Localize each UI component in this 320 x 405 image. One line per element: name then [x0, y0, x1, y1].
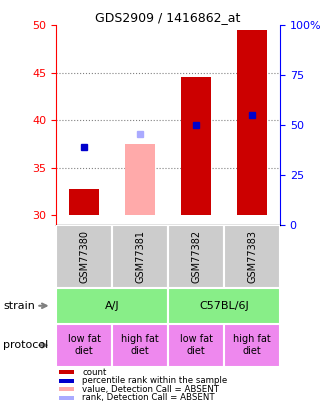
- Bar: [112, 324, 168, 367]
- Text: strain: strain: [3, 301, 35, 311]
- Bar: [59, 387, 74, 391]
- Text: low fat
diet: low fat diet: [68, 335, 100, 356]
- Bar: [59, 379, 74, 383]
- Bar: [236, 30, 268, 215]
- Text: count: count: [82, 368, 107, 377]
- Text: rank, Detection Call = ABSENT: rank, Detection Call = ABSENT: [82, 393, 215, 402]
- Text: GSM77382: GSM77382: [191, 230, 201, 283]
- Text: low fat
diet: low fat diet: [180, 335, 212, 356]
- Text: high fat
diet: high fat diet: [233, 335, 271, 356]
- Text: GSM77383: GSM77383: [247, 230, 257, 283]
- Bar: [56, 225, 112, 288]
- Bar: [59, 370, 74, 374]
- Title: GDS2909 / 1416862_at: GDS2909 / 1416862_at: [95, 11, 241, 24]
- Bar: [224, 324, 280, 367]
- Bar: [56, 288, 168, 324]
- Bar: [168, 225, 224, 288]
- Text: percentile rank within the sample: percentile rank within the sample: [82, 376, 228, 385]
- Text: high fat
diet: high fat diet: [121, 335, 159, 356]
- Bar: [224, 225, 280, 288]
- Bar: [112, 225, 168, 288]
- Text: C57BL/6J: C57BL/6J: [199, 301, 249, 311]
- Bar: [168, 324, 224, 367]
- Text: A/J: A/J: [105, 301, 119, 311]
- Text: GSM77380: GSM77380: [79, 230, 89, 283]
- Bar: [68, 189, 100, 215]
- Bar: [180, 77, 212, 215]
- Bar: [59, 396, 74, 400]
- Text: GSM77381: GSM77381: [135, 230, 145, 283]
- Bar: [124, 144, 156, 215]
- Text: value, Detection Call = ABSENT: value, Detection Call = ABSENT: [82, 385, 219, 394]
- Text: protocol: protocol: [3, 340, 48, 350]
- Bar: [168, 288, 280, 324]
- Bar: [56, 324, 112, 367]
